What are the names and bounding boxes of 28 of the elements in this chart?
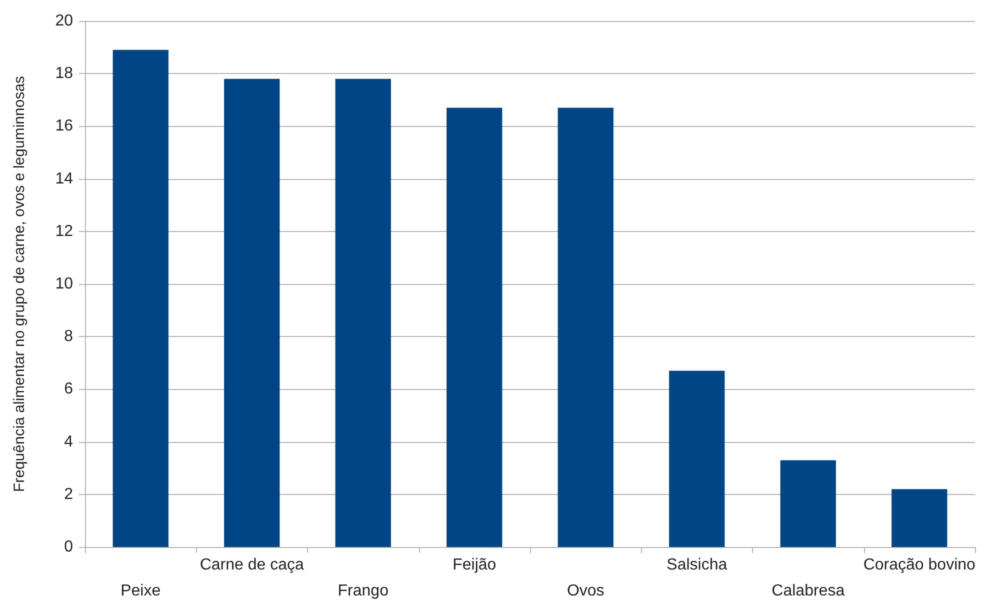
x-tick-label: Ovos bbox=[566, 582, 604, 600]
bar bbox=[224, 78, 280, 547]
x-tick-label: Calabresa bbox=[772, 582, 845, 600]
x-tick-label: Peixe bbox=[120, 582, 161, 600]
bar bbox=[669, 370, 725, 547]
y-tick-label: 8 bbox=[64, 328, 74, 346]
y-tick-label: 0 bbox=[64, 538, 74, 556]
y-axis-title: Frequência alimentar no grupo de carne, ovos e leguminnosas bbox=[11, 76, 28, 492]
y-tick-label: 20 bbox=[55, 12, 74, 30]
bar bbox=[780, 460, 836, 547]
y-tick-label: 2 bbox=[64, 486, 74, 503]
y-tick-label: 16 bbox=[55, 118, 74, 135]
y-tick-label: 4 bbox=[64, 433, 74, 450]
x-tick-label: Feijão bbox=[452, 556, 496, 574]
y-tick-label: 18 bbox=[55, 65, 74, 82]
x-tick-label: Frango bbox=[338, 582, 389, 600]
x-tick-label: Coração bovino bbox=[863, 556, 976, 574]
bar bbox=[558, 108, 614, 547]
y-tick-label: 10 bbox=[55, 276, 74, 292]
y-tick-label: 12 bbox=[55, 222, 74, 240]
bar bbox=[112, 50, 168, 547]
x-tick-label: Carne de caça bbox=[200, 556, 304, 574]
bar bbox=[335, 78, 391, 547]
bar bbox=[892, 489, 948, 547]
y-tick-label: 6 bbox=[64, 380, 74, 398]
y-tick-label: 14 bbox=[55, 170, 74, 188]
bar bbox=[446, 108, 502, 547]
x-tick-label: Salsicha bbox=[666, 556, 728, 574]
